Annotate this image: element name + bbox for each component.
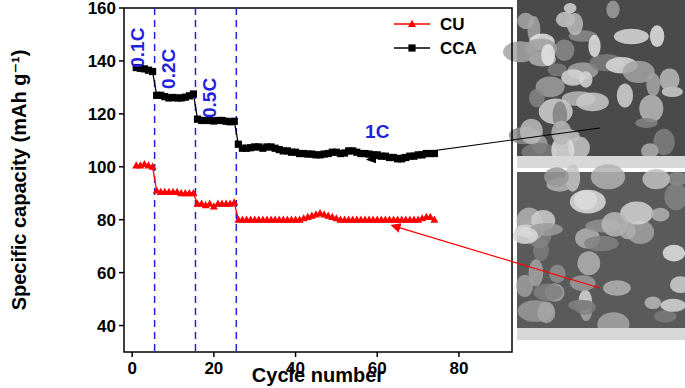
rate-label: 0.2C	[158, 49, 179, 89]
rate-label: 0.1C	[127, 27, 148, 67]
y-tick-label: 140	[88, 52, 116, 71]
y-tick-label: 60	[97, 264, 116, 283]
axes: 406080100120140160020406080	[88, 0, 512, 378]
series-line	[136, 164, 434, 220]
y-tick	[119, 166, 124, 168]
x-tick	[295, 352, 297, 357]
y-tick	[119, 113, 124, 115]
annotations: 0.1C 0.2C 0.5C 1C	[127, 27, 389, 141]
arrows	[368, 128, 600, 288]
x-tick	[376, 352, 378, 357]
rate-label: 0.5C	[199, 78, 220, 118]
data-point	[190, 90, 197, 97]
x-axis-label: Cycle number	[252, 364, 384, 386]
rate-label: 1C	[365, 121, 390, 142]
y-tick	[119, 7, 124, 9]
legend-marker	[408, 20, 416, 27]
legend-marker	[408, 44, 415, 51]
plot-frame	[124, 8, 512, 352]
plot-area	[132, 8, 438, 352]
y-tick-label: 120	[88, 105, 116, 124]
y-tick	[119, 60, 124, 62]
data-point	[149, 68, 156, 75]
data-point	[230, 198, 238, 205]
y-tick-label: 100	[88, 158, 116, 177]
rate-boundary	[195, 8, 197, 352]
y-tick	[119, 272, 124, 274]
y-axis-label: Specific capacity (mAh g⁻¹)	[8, 50, 30, 311]
x-tick-label: 80	[449, 359, 468, 378]
legend-label: CU	[440, 15, 465, 34]
data-point	[430, 215, 438, 222]
x-tick-label: 20	[204, 359, 223, 378]
data-point	[149, 163, 157, 170]
y-tick-label: 160	[88, 0, 116, 18]
data-point	[231, 118, 238, 125]
y-tick	[119, 219, 124, 221]
x-tick	[458, 352, 460, 357]
y-tick	[119, 325, 124, 327]
sem-image	[513, 164, 685, 340]
legend-label: CCA	[440, 39, 477, 58]
x-tick	[213, 352, 215, 357]
legend: CU CCA	[394, 15, 477, 58]
arrow	[392, 226, 600, 288]
series-line	[136, 68, 434, 159]
sem-image	[503, 0, 685, 168]
series-cu	[132, 160, 438, 223]
arrow	[368, 128, 600, 160]
y-tick-label: 40	[97, 317, 116, 336]
y-tick-label: 80	[97, 211, 116, 230]
x-tick-label: 0	[127, 359, 136, 378]
x-tick	[131, 352, 133, 357]
chart-wrapper: 406080100120140160020406080Cycle numberS…	[0, 0, 685, 388]
rate-boundary	[236, 8, 238, 352]
data-point	[189, 189, 197, 196]
chart: 406080100120140160020406080Cycle numberS…	[0, 0, 685, 388]
